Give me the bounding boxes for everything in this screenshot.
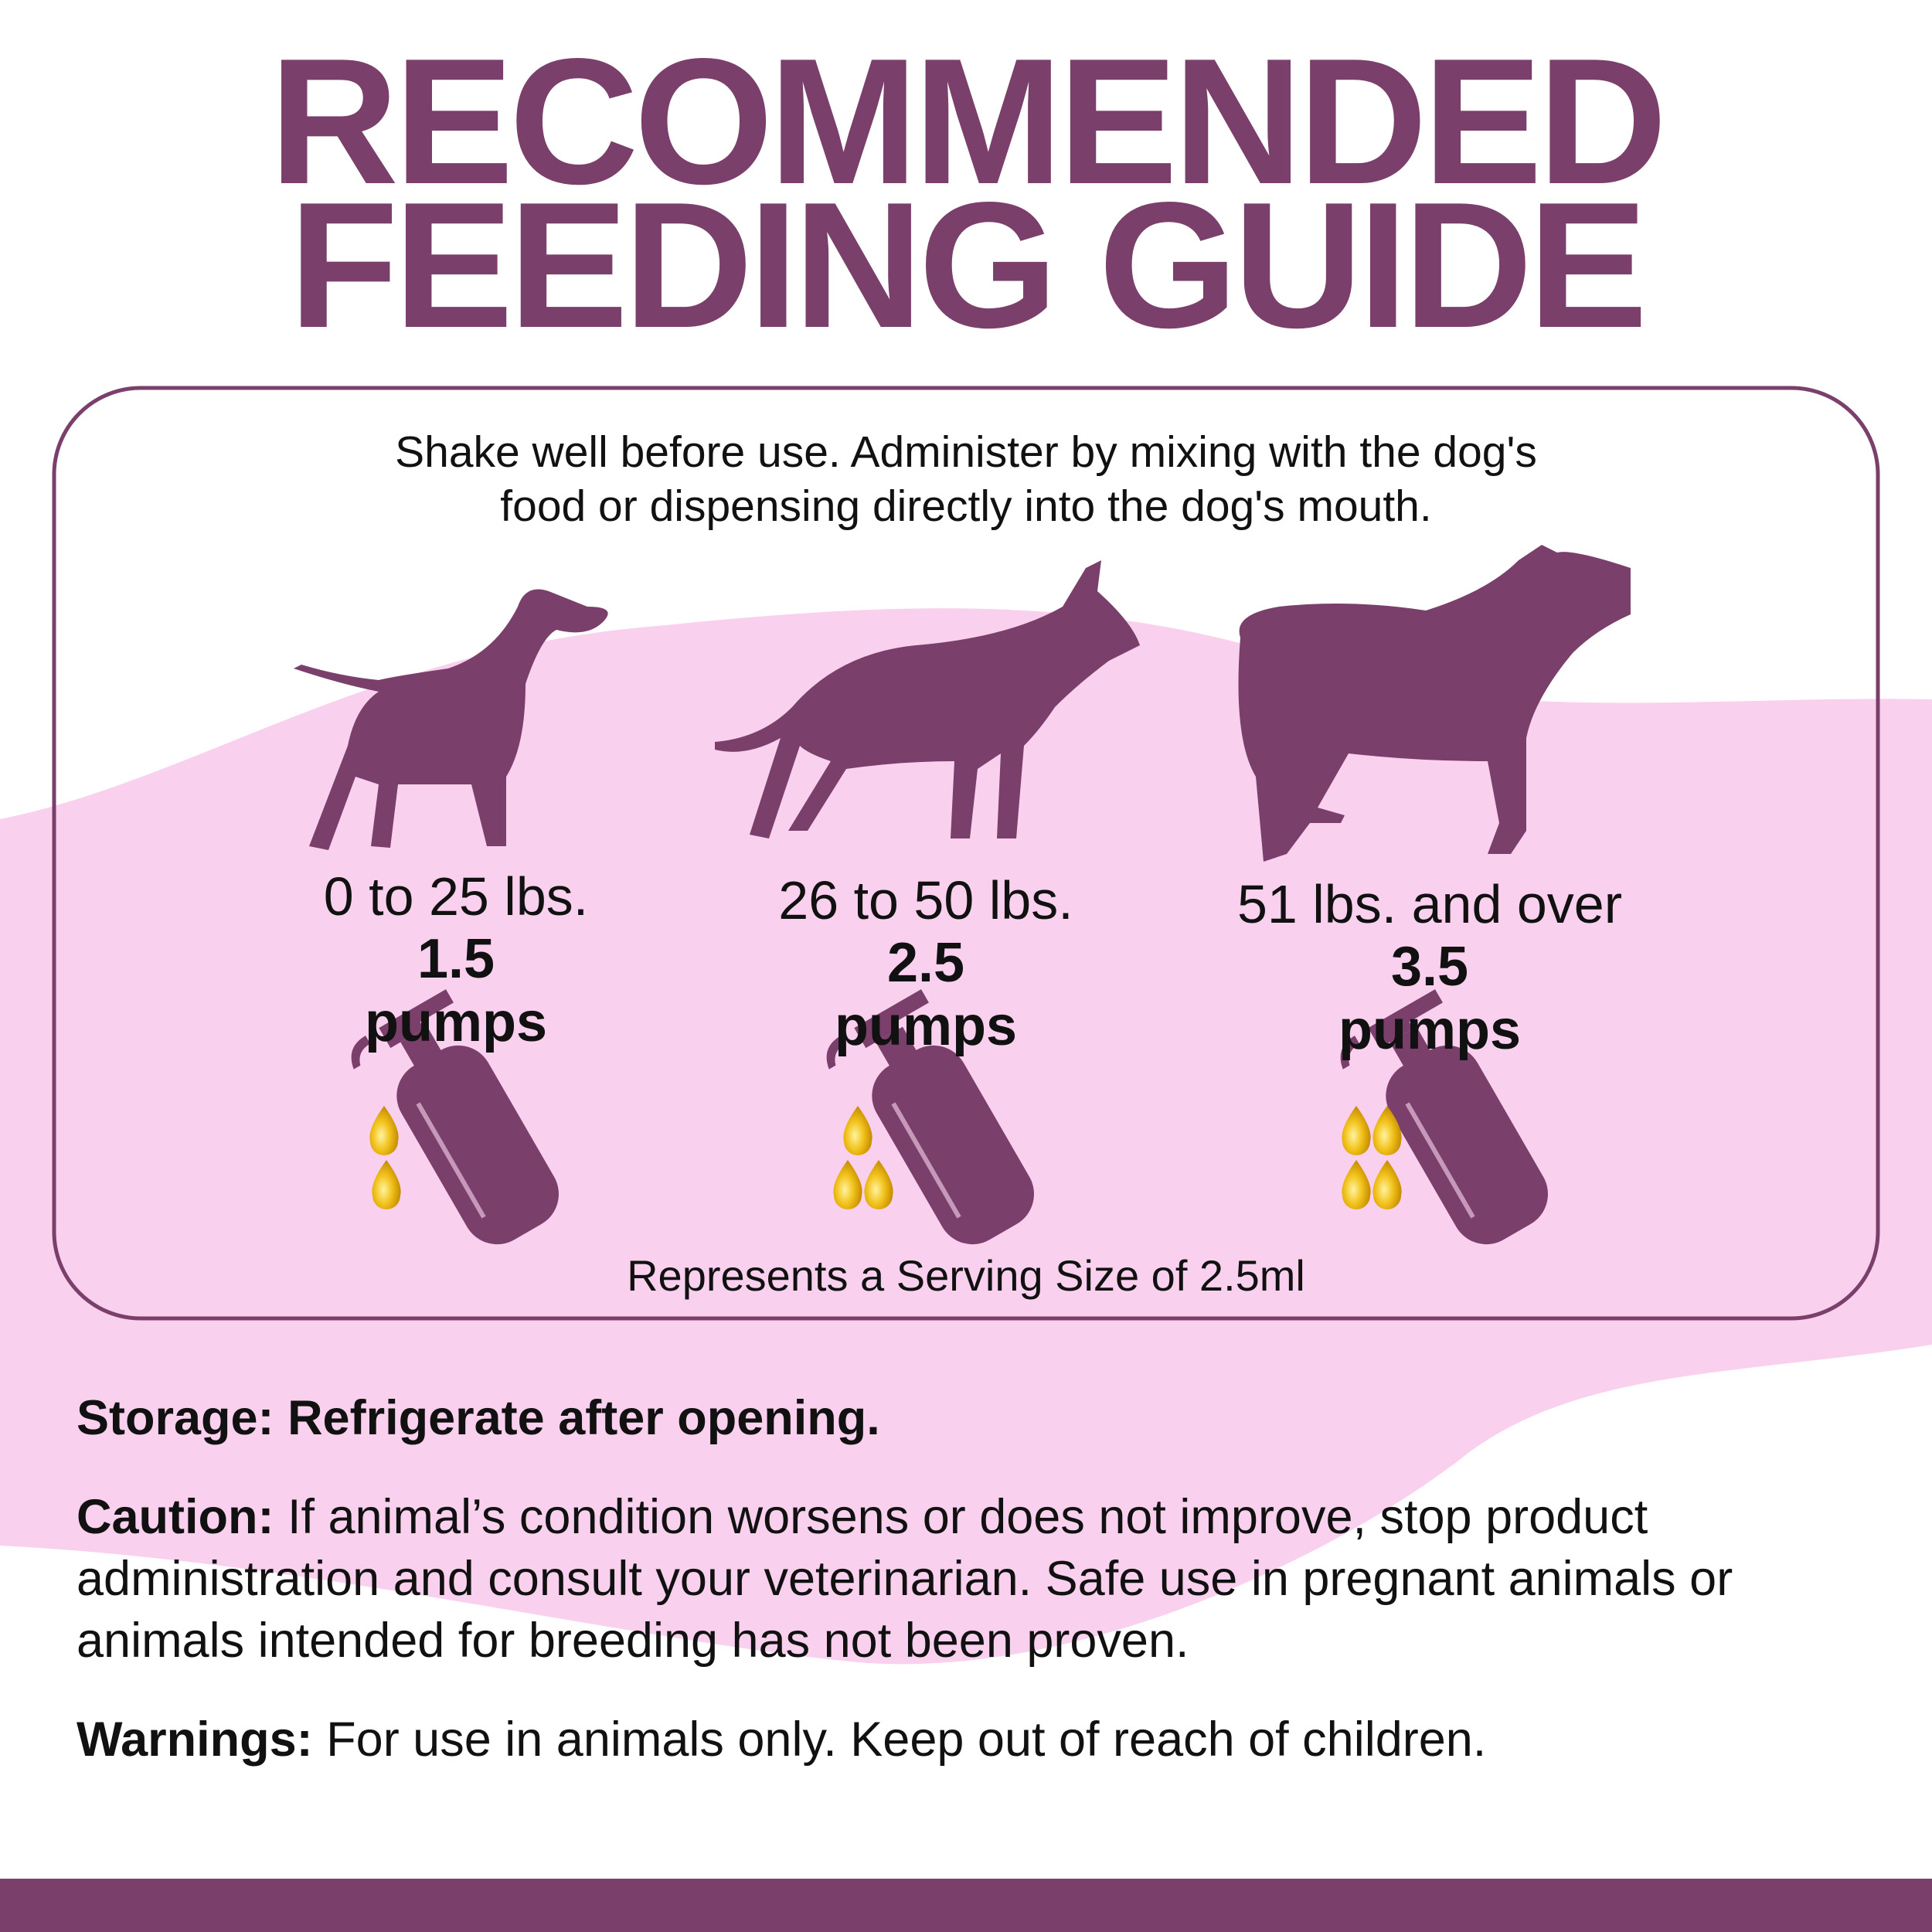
serving-text: Represents a Serving Size of 2.5ml	[627, 1251, 1305, 1300]
tier: 26 to 50 lbs. 2.5 pumps	[655, 873, 1196, 1054]
tier-amount: 1.5	[417, 928, 495, 990]
tier-weight: 26 to 50 lbs.	[778, 870, 1073, 930]
guide-box	[52, 386, 1880, 1321]
tier-amount: 2.5	[886, 932, 965, 994]
note-text: For use in animals only. Keep out of rea…	[326, 1713, 1487, 1767]
title-line: FEEDING GUIDE	[288, 165, 1648, 366]
tier-unit: pumps	[364, 992, 547, 1053]
tier: 51 lbs. and over 3.5 pumps	[1159, 877, 1700, 1058]
tier-unit: pumps	[1338, 999, 1521, 1061]
title-line: RECOMMENDED	[269, 22, 1668, 222]
note-text: Refrigerate after opening.	[287, 1391, 880, 1445]
notes: Storage: Refrigerate after opening. Cauti…	[77, 1387, 1900, 1808]
dog-medium	[715, 560, 1140, 838]
tier-weight: 51 lbs. and over	[1236, 874, 1623, 934]
tier-amount: 3.5	[1390, 936, 1469, 998]
dog-small	[294, 589, 608, 850]
note-label: Caution:	[77, 1490, 274, 1544]
note-label: Storage:	[77, 1391, 274, 1445]
tier: 0 to 25 lbs. 1.5 pumps	[185, 869, 726, 1050]
note: Caution: If animal’s condition worsens o…	[77, 1486, 1900, 1672]
tier-weight: 0 to 25 lbs.	[323, 866, 589, 927]
intro-text: Shake well before use. Administer by mix…	[395, 427, 1537, 531]
note: Storage: Refrigerate after opening.	[77, 1387, 1900, 1449]
footer-bar	[0, 1879, 1932, 1932]
note-text: If animal’s condition worsens or does no…	[77, 1490, 1733, 1668]
note-label: Warnings:	[77, 1713, 313, 1767]
tier-unit: pumps	[834, 995, 1017, 1057]
dog-large	[1238, 545, 1631, 862]
note: Warnings: For use in animals only. Keep …	[77, 1709, 1900, 1770]
